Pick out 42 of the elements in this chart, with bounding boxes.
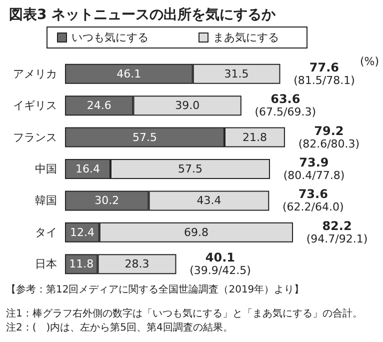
annotation: (39.9/42.5) <box>190 264 251 278</box>
y-tick-label: 日本 <box>35 258 57 271</box>
total-label: 40.1 <box>205 250 236 265</box>
y-tick-label: フランス <box>13 130 57 144</box>
total-label: 77.6 <box>309 60 340 74</box>
annotation: (62.2/64.0) <box>282 200 344 214</box>
data-label: 30.2 <box>94 194 120 208</box>
total-label: 73.6 <box>298 187 328 202</box>
annotation: (80.4/77.8) <box>283 169 345 182</box>
data-label: 12.4 <box>70 226 94 239</box>
data-label: 31.5 <box>224 67 249 80</box>
text: 注2：( )内は、左から第5回、第4回調査の結果。 <box>6 322 233 334</box>
data-label: 39.0 <box>175 99 200 112</box>
text: (81.5/78.1) <box>294 74 355 87</box>
total-label: 79.2 <box>314 124 344 138</box>
data-label: 24.6 <box>86 99 112 112</box>
text: (%) <box>360 55 380 68</box>
legend-label: いつも気にする <box>72 31 148 44</box>
y-tick-label: イギリス <box>13 99 57 112</box>
data-label: 11.8 <box>69 258 94 271</box>
text: 注1：棒グラフ右外側の数字は「いつも気にする」と「まあ気にする」の合計。 <box>6 308 362 320</box>
annotation: (67.5/69.3) <box>254 106 316 119</box>
total-label: 82.2 <box>322 218 352 233</box>
data-label: 69.8 <box>184 226 208 239</box>
y-tick-label: 中国 <box>35 162 57 176</box>
data-label: 46.1 <box>116 67 142 80</box>
text: 【参考：第12回メディアに関する全国世論調査（2019年）より】 <box>6 284 304 296</box>
data-label: 21.8 <box>242 130 267 144</box>
data-label: 28.3 <box>124 258 150 271</box>
data-label: 57.5 <box>178 162 202 176</box>
text: (82.6/80.3) <box>298 137 360 150</box>
data-label: 43.4 <box>196 194 222 208</box>
legend-label: まあ気にする <box>213 31 279 44</box>
text: (94.7/92.1) <box>306 232 368 246</box>
data-label: 16.4 <box>75 162 100 176</box>
total-label: 73.9 <box>299 156 329 170</box>
y-tick-label: 韓国 <box>35 194 57 208</box>
chart-title: 図表3 ネットニュースの出所を気にするか <box>9 7 277 23</box>
y-tick-label: タイ <box>35 226 57 239</box>
y-tick-label: アメリカ <box>13 67 57 80</box>
total-label: 63.6 <box>270 92 300 106</box>
data-label: 57.5 <box>132 130 157 144</box>
